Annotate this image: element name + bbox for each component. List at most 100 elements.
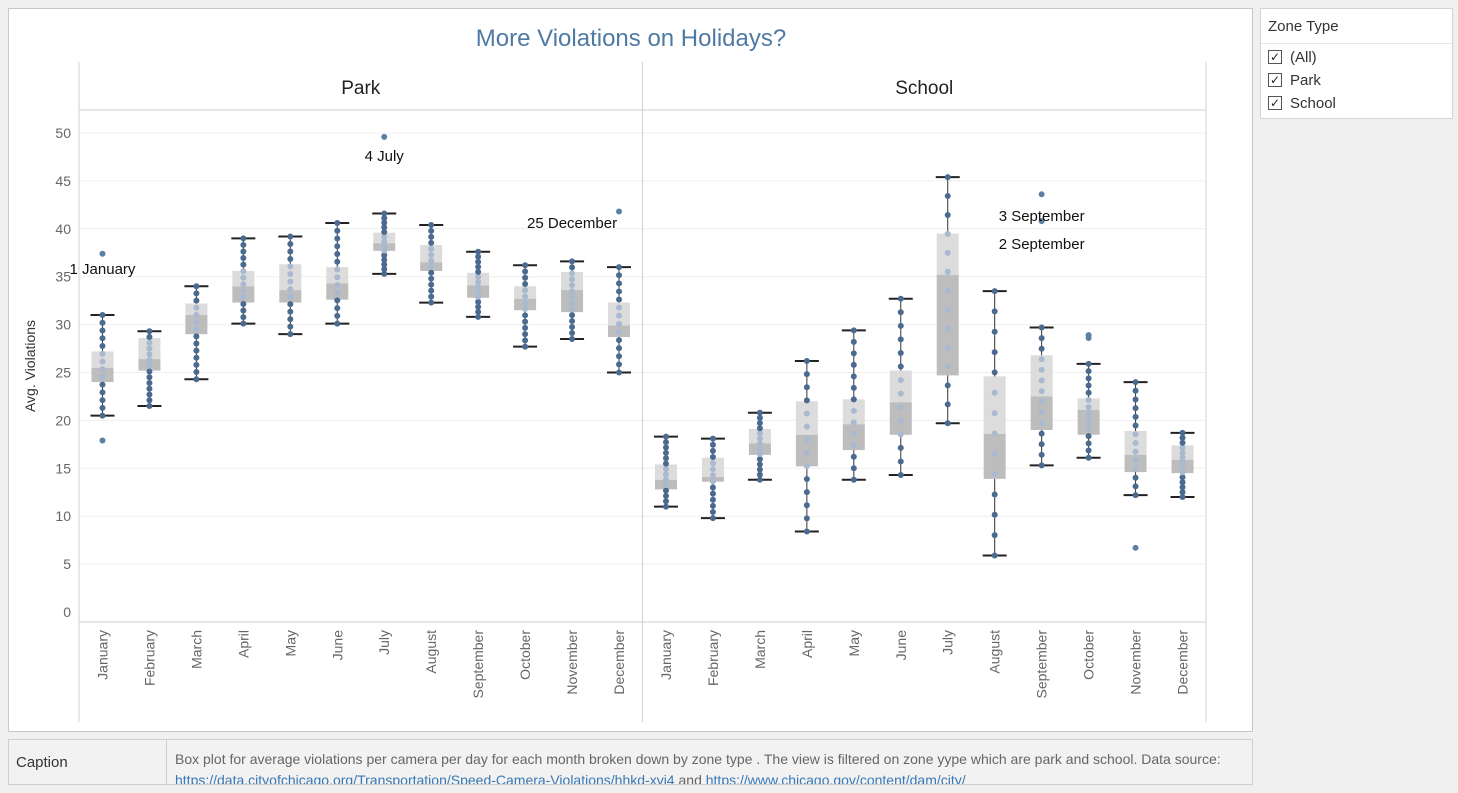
data-point[interactable]	[522, 306, 529, 313]
data-point[interactable]	[662, 460, 669, 467]
data-point[interactable]	[1179, 459, 1186, 466]
data-point[interactable]	[616, 296, 623, 303]
data-point[interactable]	[193, 297, 200, 304]
data-point[interactable]	[1085, 396, 1092, 403]
data-point[interactable]	[146, 403, 153, 410]
data-point[interactable]	[662, 449, 669, 456]
data-point[interactable]	[1038, 324, 1045, 331]
data-point[interactable]	[1179, 434, 1186, 441]
data-point[interactable]	[616, 304, 623, 311]
data-point[interactable]	[662, 465, 669, 472]
data-point[interactable]	[569, 335, 576, 342]
data-point[interactable]	[1132, 466, 1139, 473]
data-point[interactable]	[334, 220, 341, 227]
box-upper-half[interactable]	[279, 264, 302, 291]
data-point[interactable]	[522, 318, 529, 325]
data-point[interactable]	[850, 442, 857, 449]
data-point[interactable]	[381, 238, 388, 245]
data-point[interactable]	[756, 420, 763, 427]
data-point[interactable]	[475, 278, 482, 285]
data-point[interactable]	[616, 369, 623, 376]
data-point[interactable]	[428, 293, 435, 300]
data-point[interactable]	[709, 472, 716, 479]
data-point[interactable]	[709, 484, 716, 491]
data-point[interactable]	[944, 287, 951, 294]
data-point[interactable]	[146, 380, 153, 387]
box-plot-chart[interactable]: More Violations on Holidays? 0 5 10 15 20 25 30…	[9, 9, 1252, 731]
data-point[interactable]	[1038, 419, 1045, 426]
data-point[interactable]	[1132, 431, 1139, 438]
data-point[interactable]	[240, 307, 247, 314]
data-point[interactable]	[240, 235, 247, 242]
data-point[interactable]	[850, 465, 857, 472]
data-point[interactable]	[1132, 492, 1139, 499]
data-point[interactable]	[1038, 335, 1045, 342]
data-point[interactable]	[334, 289, 341, 296]
data-point[interactable]	[1085, 389, 1092, 396]
data-point[interactable]	[1038, 462, 1045, 469]
data-point[interactable]	[99, 412, 106, 419]
data-point[interactable]	[475, 303, 482, 310]
data-point[interactable]	[240, 255, 247, 262]
data-point[interactable]	[381, 224, 388, 231]
data-point[interactable]	[991, 328, 998, 335]
data-point[interactable]	[287, 308, 294, 315]
data-point[interactable]	[146, 374, 153, 381]
data-point[interactable]	[569, 300, 576, 307]
data-point[interactable]	[850, 396, 857, 403]
data-point[interactable]	[146, 351, 153, 358]
outlier-point[interactable]	[381, 133, 388, 140]
data-point[interactable]	[662, 471, 669, 478]
data-point[interactable]	[1179, 474, 1186, 481]
data-point[interactable]	[193, 347, 200, 354]
outlier-point[interactable]	[1085, 332, 1092, 339]
data-point[interactable]	[803, 436, 810, 443]
data-point[interactable]	[99, 381, 106, 388]
data-point[interactable]	[803, 449, 810, 456]
data-point[interactable]	[1038, 377, 1045, 384]
data-point[interactable]	[334, 243, 341, 250]
data-point[interactable]	[897, 295, 904, 302]
data-point[interactable]	[428, 233, 435, 240]
data-point[interactable]	[1132, 379, 1139, 386]
data-point[interactable]	[803, 528, 810, 535]
data-point[interactable]	[850, 453, 857, 460]
data-point[interactable]	[569, 306, 576, 313]
data-point[interactable]	[381, 266, 388, 273]
data-point[interactable]	[240, 274, 247, 281]
data-point[interactable]	[146, 328, 153, 335]
data-point[interactable]	[240, 320, 247, 327]
data-point[interactable]	[1179, 429, 1186, 436]
data-point[interactable]	[569, 276, 576, 283]
data-point[interactable]	[1179, 479, 1186, 486]
data-point[interactable]	[756, 414, 763, 421]
data-point[interactable]	[1038, 345, 1045, 352]
outlier-point[interactable]	[99, 250, 106, 257]
data-point[interactable]	[240, 281, 247, 288]
data-point[interactable]	[662, 433, 669, 440]
data-point[interactable]	[1085, 404, 1092, 411]
data-point[interactable]	[146, 362, 153, 369]
data-point[interactable]	[991, 389, 998, 396]
data-point[interactable]	[1179, 464, 1186, 471]
data-point[interactable]	[193, 311, 200, 318]
data-point[interactable]	[709, 466, 716, 473]
data-point[interactable]	[803, 397, 810, 404]
data-point[interactable]	[991, 410, 998, 417]
data-point[interactable]	[99, 319, 106, 326]
data-point[interactable]	[662, 503, 669, 510]
data-point[interactable]	[99, 397, 106, 404]
data-point[interactable]	[240, 294, 247, 301]
data-point[interactable]	[991, 491, 998, 498]
data-point[interactable]	[428, 281, 435, 288]
data-point[interactable]	[709, 460, 716, 467]
data-point[interactable]	[1132, 413, 1139, 420]
data-point[interactable]	[897, 431, 904, 438]
data-point[interactable]	[381, 215, 388, 222]
data-point[interactable]	[569, 264, 576, 271]
data-point[interactable]	[334, 274, 341, 281]
data-point[interactable]	[803, 384, 810, 391]
data-point[interactable]	[1038, 430, 1045, 437]
data-point[interactable]	[897, 377, 904, 384]
data-point[interactable]	[475, 263, 482, 270]
